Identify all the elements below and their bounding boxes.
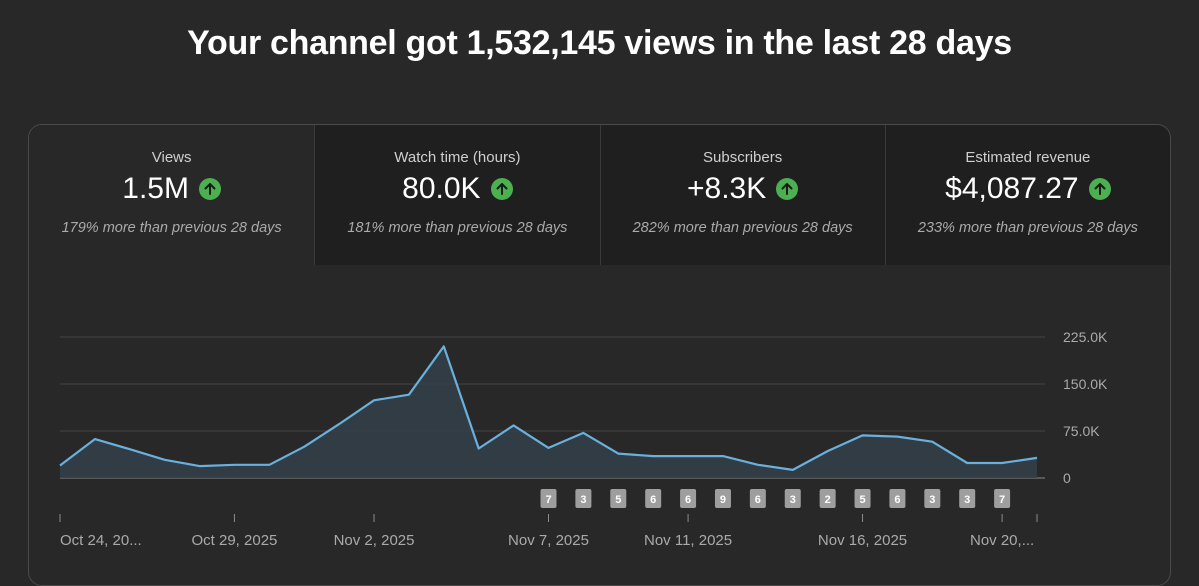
content-marker-badge[interactable]	[854, 489, 871, 508]
data-point[interactable]	[999, 460, 1005, 466]
x-tick-label: Oct 24, 20...	[60, 532, 142, 549]
data-point[interactable]	[406, 392, 412, 398]
tab-comparison: 233% more than previous 28 days	[917, 220, 1138, 236]
x-tick-label: Nov 2, 2025	[334, 532, 415, 549]
content-marker-badge[interactable]	[749, 489, 766, 508]
tab-watch-time[interactable]: Watch time (hours) 80.0K 181% more than …	[314, 125, 600, 265]
content-marker-count: 3	[964, 494, 970, 506]
data-point[interactable]	[441, 343, 447, 349]
content-marker-count: 3	[580, 494, 586, 506]
views-chart[interactable]: 225.0K 150.0K 75.0K 0 7 3 5 6 6 9 6 3 2 5 6 3 3 7 Oct 24, …	[0, 0, 1199, 564]
tab-comparison: 179% more than previous 28 days	[61, 220, 282, 236]
data-point[interactable]	[1034, 455, 1040, 461]
content-marker-badge[interactable]	[959, 489, 976, 508]
y-tick-label: 225.0K	[1063, 329, 1108, 345]
data-point[interactable]	[546, 445, 552, 451]
arrow-up-icon	[776, 178, 799, 200]
y-tick-label: 150.0K	[1063, 376, 1108, 392]
data-point[interactable]	[336, 421, 342, 427]
content-marker-badge[interactable]	[714, 489, 731, 508]
content-marker-badge[interactable]	[680, 489, 697, 508]
page-title: Your channel got 1,532,145 views in the …	[187, 24, 1012, 62]
data-point[interactable]	[231, 462, 237, 468]
content-marker-count: 5	[859, 494, 865, 506]
content-marker-count: 2	[825, 494, 831, 506]
content-marker-badge[interactable]	[889, 489, 906, 508]
x-tick-label: Nov 16, 2025	[818, 532, 907, 549]
y-tick-label: 0	[1063, 470, 1071, 486]
content-marker-badge[interactable]	[540, 489, 557, 508]
data-point[interactable]	[929, 439, 935, 445]
data-point[interactable]	[685, 453, 691, 459]
tab-label: Subscribers	[703, 149, 783, 166]
content-marker-count: 6	[755, 494, 761, 506]
data-point[interactable]	[720, 453, 726, 459]
views-line[interactable]	[59, 345, 1038, 471]
tab-label: Estimated revenue	[965, 149, 1091, 166]
data-point[interactable]	[511, 422, 517, 428]
data-point[interactable]	[964, 460, 970, 466]
data-point[interactable]	[790, 467, 796, 473]
content-marker-count: 6	[894, 494, 900, 506]
views-area	[60, 346, 1037, 478]
data-point[interactable]	[650, 453, 656, 459]
tab-subscribers[interactable]: Subscribers +8.3K 282% more than previou…	[599, 125, 885, 265]
analytics-card: Views 1.5M 179% more than previous 28 da…	[28, 124, 1171, 586]
data-point[interactable]	[301, 444, 307, 450]
tab-value: +8.3K	[687, 172, 767, 205]
data-point[interactable]	[371, 397, 377, 403]
tab-label: Views	[151, 149, 192, 166]
content-marker-count: 3	[929, 494, 935, 506]
data-point[interactable]	[755, 462, 761, 468]
content-marker-badge[interactable]	[575, 489, 592, 508]
content-marker-count: 7	[999, 494, 1005, 506]
content-marker-count: 5	[615, 494, 621, 506]
data-point[interactable]	[92, 436, 98, 442]
arrow-up-icon	[198, 178, 221, 200]
y-tick-label: 75.0K	[1063, 423, 1100, 439]
content-marker-badge[interactable]	[784, 489, 801, 508]
content-marker-badge[interactable]	[610, 489, 627, 508]
content-marker-badge[interactable]	[819, 489, 836, 508]
data-point[interactable]	[825, 448, 831, 454]
tab-value: $4,087.27	[945, 172, 1079, 205]
arrow-up-icon	[490, 178, 513, 200]
data-point[interactable]	[57, 462, 63, 468]
x-tick-label: Oct 29, 2025	[192, 532, 278, 549]
content-marker-badge[interactable]	[924, 489, 941, 508]
content-marker-count: 9	[720, 494, 726, 506]
tab-label: Watch time (hours)	[394, 149, 521, 166]
tab-views[interactable]: Views 1.5M 179% more than previous 28 da…	[29, 125, 315, 265]
content-marker-count: 7	[545, 494, 551, 506]
data-point[interactable]	[127, 446, 133, 452]
x-tick-label: Nov 11, 2025	[644, 532, 732, 549]
data-point[interactable]	[580, 430, 586, 436]
data-point[interactable]	[476, 446, 482, 452]
tab-value: 1.5M	[122, 172, 189, 205]
data-point[interactable]	[894, 434, 900, 440]
arrow-up-icon	[1088, 178, 1111, 200]
x-tick-label: Nov 7, 2025	[508, 532, 589, 549]
content-marker-badge[interactable]	[645, 489, 662, 508]
data-point[interactable]	[266, 462, 272, 468]
tab-value: 80.0K	[402, 172, 481, 205]
content-marker-badge[interactable]	[994, 489, 1011, 508]
data-point[interactable]	[860, 432, 866, 438]
metric-tabs: Views 1.5M 179% more than previous 28 da…	[29, 125, 1170, 265]
content-marker-count: 3	[790, 494, 796, 506]
tab-estimated-revenue[interactable]: Estimated revenue $4,087.27 233% more th…	[884, 125, 1170, 265]
x-tick-label: Nov 20,...	[970, 532, 1034, 549]
data-point[interactable]	[162, 457, 168, 463]
content-marker-count: 6	[650, 494, 656, 506]
data-point[interactable]	[615, 451, 621, 457]
content-marker-count: 6	[685, 494, 691, 506]
tab-comparison: 181% more than previous 28 days	[347, 220, 568, 236]
tab-comparison: 282% more than previous 28 days	[632, 220, 853, 236]
data-point[interactable]	[197, 463, 203, 469]
